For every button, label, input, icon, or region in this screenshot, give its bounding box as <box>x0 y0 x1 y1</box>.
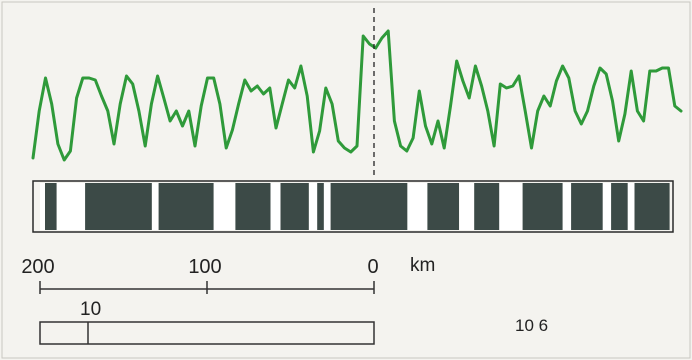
polarity-segment-light <box>602 183 612 230</box>
polarity-segment-light <box>40 183 45 230</box>
time-scale: 10 10 6 <box>39 299 548 345</box>
polarity-segment-dark <box>571 183 603 230</box>
polarity-segment-dark <box>317 183 324 230</box>
polarity-segment-dark <box>85 183 152 230</box>
distance-scale: 200 100 0 km <box>21 255 435 294</box>
distance-tick-label-0: 0 <box>367 256 378 278</box>
time-scale-tick-label: 10 <box>80 299 101 320</box>
polarity-bar-outline <box>32 180 674 233</box>
polarity-segment-light <box>308 183 318 230</box>
distance-tick-label-100: 100 <box>188 256 221 278</box>
polarity-segment-light <box>627 183 635 230</box>
distance-unit-label: km <box>410 255 435 276</box>
time-scale-multiplier-label: 10 6 <box>515 316 548 335</box>
polarity-segment-light <box>270 183 281 230</box>
polarity-segment-light <box>499 183 523 230</box>
polarity-stripe-bar <box>40 183 670 230</box>
polarity-segment-light <box>213 183 236 230</box>
polarity-segment-dark <box>330 183 408 230</box>
polarity-segment-dark <box>45 183 57 230</box>
polarity-segment-light <box>459 183 475 230</box>
polarity-segment-light <box>151 183 159 230</box>
polarity-segment-light <box>407 183 428 230</box>
polarity-segment-light <box>56 183 86 230</box>
polarity-segment-dark <box>427 183 460 230</box>
polarity-segment-dark <box>522 183 563 230</box>
polarity-segment-dark <box>474 183 500 230</box>
polarity-segment-light <box>323 183 331 230</box>
polarity-segment-dark <box>280 183 309 230</box>
polarity-segment-light <box>562 183 572 230</box>
polarity-segment-dark <box>634 183 670 230</box>
distance-tick-label-200: 200 <box>21 256 54 278</box>
polarity-segment-dark <box>611 183 628 230</box>
polarity-segment-dark <box>235 183 271 230</box>
time-scale-bar <box>39 321 375 345</box>
polarity-segment-dark <box>158 183 214 230</box>
anomaly-profile-line <box>31 29 683 162</box>
